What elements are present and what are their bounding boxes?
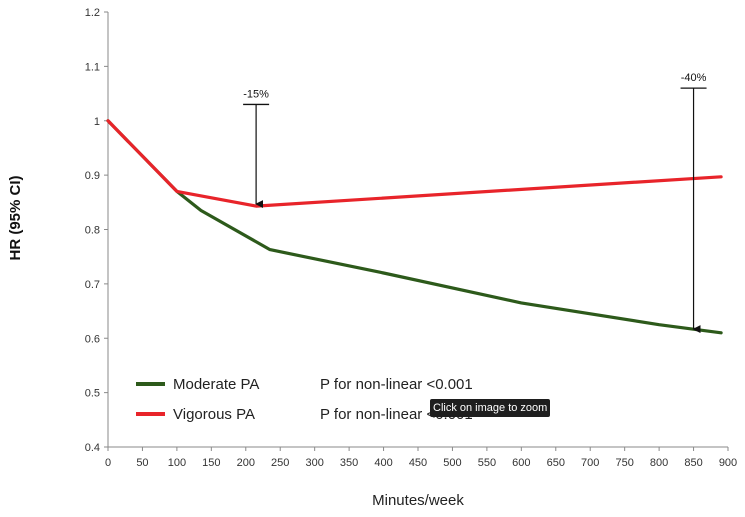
annotations: -15% -40% bbox=[243, 72, 707, 334]
y-tick-label: 1.1 bbox=[85, 61, 100, 73]
x-axis-ticks: 0 50 100 150 200 250 300 350 400 450 500 550 600 650 7… bbox=[105, 447, 737, 469]
x-tick-label: 100 bbox=[168, 457, 186, 469]
x-tick-label: 0 bbox=[105, 457, 111, 469]
y-tick-label: 1 bbox=[94, 116, 100, 128]
x-tick-label: 750 bbox=[615, 457, 633, 469]
y-tick-label: 0.7 bbox=[85, 279, 100, 291]
y-tick-label: 0.6 bbox=[85, 333, 100, 345]
x-tick-label: 300 bbox=[305, 457, 323, 469]
x-tick-label: 250 bbox=[271, 457, 289, 469]
x-tick-label: 800 bbox=[650, 457, 668, 469]
x-tick-label: 200 bbox=[237, 457, 255, 469]
series-lines bbox=[106, 119, 723, 335]
x-tick-label: 50 bbox=[136, 457, 148, 469]
x-tick-label: 400 bbox=[374, 457, 392, 469]
annotation-label: -15% bbox=[243, 88, 269, 100]
y-tick-label: 0.9 bbox=[85, 170, 100, 182]
x-tick-label: 350 bbox=[340, 457, 358, 469]
annotation-label: -40% bbox=[681, 72, 707, 84]
legend-note: P for non-linear <0.001 bbox=[320, 376, 473, 393]
x-tick-label: 450 bbox=[409, 457, 427, 469]
y-tick-label: 0.8 bbox=[85, 225, 100, 237]
y-tick-label: 0.4 bbox=[85, 442, 100, 454]
x-tick-label: 700 bbox=[581, 457, 599, 469]
y-axis-ticks: 0.4 0.5 0.6 0.7 0.8 0.9 1 1.1 1.2 bbox=[85, 7, 108, 454]
x-tick-label: 500 bbox=[443, 457, 461, 469]
legend-label: Vigorous PA bbox=[173, 406, 255, 423]
x-tick-label: 900 bbox=[719, 457, 737, 469]
x-tick-label: 550 bbox=[478, 457, 496, 469]
zoom-tooltip: Click on image to zoom bbox=[430, 399, 551, 417]
legend-label: Moderate PA bbox=[173, 376, 259, 393]
series-line-moderate-pa bbox=[106, 119, 723, 335]
y-tick-label: 0.5 bbox=[85, 388, 100, 400]
x-tick-label: 600 bbox=[512, 457, 530, 469]
y-tick-label: 1.2 bbox=[85, 7, 100, 19]
x-tick-label: 150 bbox=[202, 457, 220, 469]
series-line-vigorous-pa bbox=[106, 119, 723, 208]
legend: Moderate PA P for non-linear <0.001 Vigoro… bbox=[136, 376, 473, 423]
y-axis-title: HR (95% CI) bbox=[7, 175, 24, 260]
x-tick-label: 650 bbox=[547, 457, 565, 469]
x-tick-label: 850 bbox=[684, 457, 702, 469]
x-axis-title: Minutes/week bbox=[372, 492, 464, 509]
